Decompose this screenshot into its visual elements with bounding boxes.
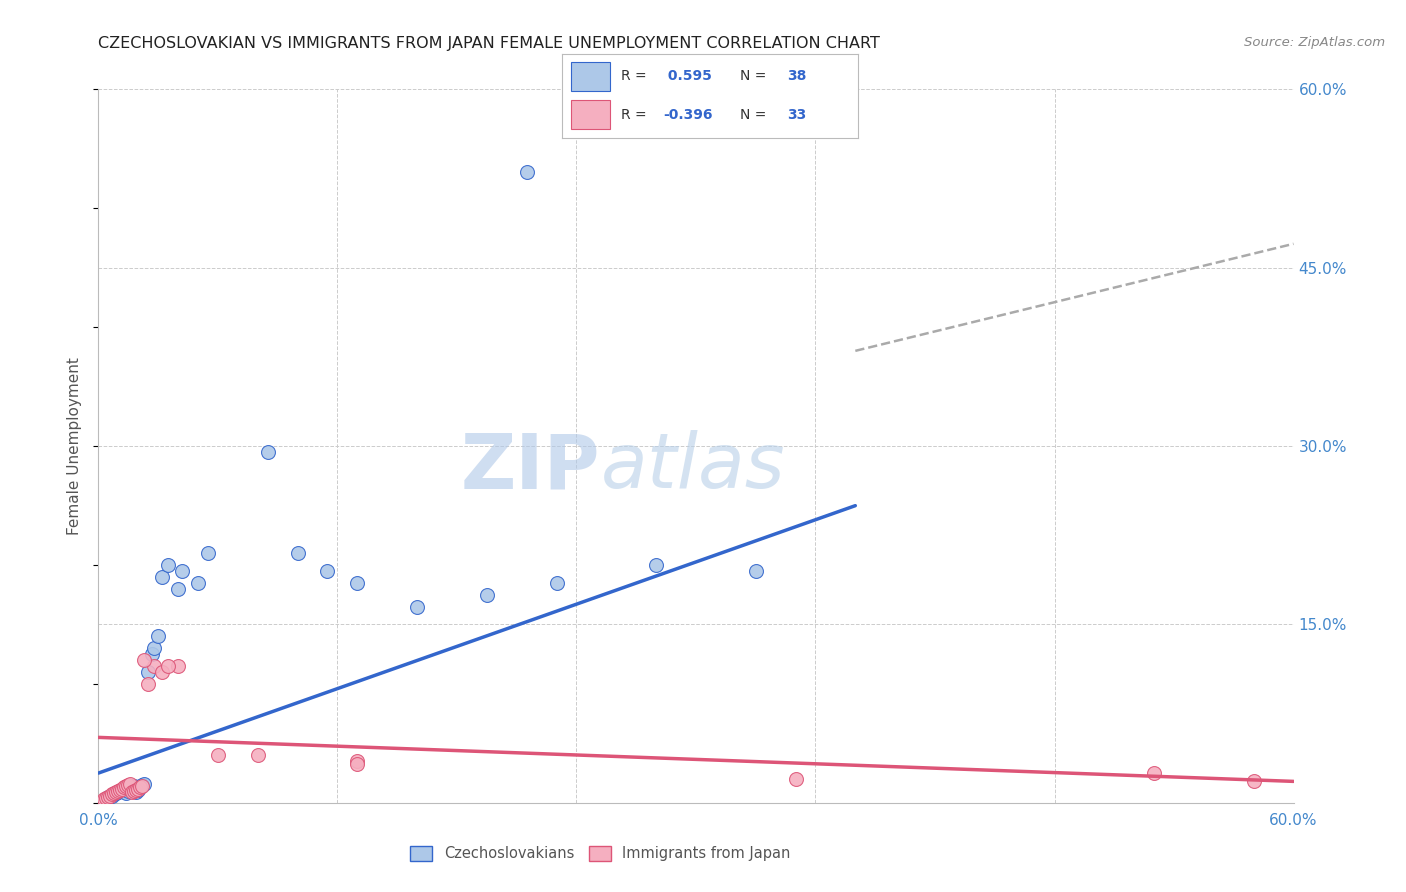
- Point: [516, 165, 538, 179]
- Point: [141, 647, 163, 661]
- Point: [136, 665, 159, 679]
- Point: [93, 792, 115, 806]
- Point: [346, 756, 368, 771]
- Text: ZIP: ZIP: [461, 431, 600, 504]
- Point: [121, 785, 143, 799]
- Point: [256, 445, 278, 459]
- Point: [134, 653, 156, 667]
- Text: -0.396: -0.396: [662, 108, 713, 121]
- Point: [101, 788, 124, 802]
- Point: [124, 779, 146, 793]
- Point: [406, 599, 429, 614]
- Point: [127, 781, 149, 796]
- Point: [143, 659, 166, 673]
- Point: [346, 754, 368, 768]
- Point: [148, 629, 170, 643]
- Point: [103, 788, 125, 802]
- Point: [112, 781, 135, 796]
- Point: [120, 781, 142, 796]
- Text: Source: ZipAtlas.com: Source: ZipAtlas.com: [1244, 36, 1385, 49]
- Point: [110, 784, 132, 798]
- Point: [107, 785, 129, 799]
- Point: [120, 777, 142, 791]
- Point: [207, 748, 229, 763]
- Point: [121, 780, 143, 795]
- Point: [105, 786, 128, 800]
- Text: R =: R =: [621, 108, 651, 121]
- Point: [111, 782, 134, 797]
- Point: [117, 778, 139, 792]
- Point: [125, 785, 148, 799]
- Point: [131, 779, 153, 793]
- Point: [105, 785, 128, 799]
- Point: [475, 588, 498, 602]
- Text: atlas: atlas: [600, 431, 785, 504]
- Legend: Czechoslovakians, Immigrants from Japan: Czechoslovakians, Immigrants from Japan: [405, 839, 796, 867]
- Point: [167, 659, 190, 673]
- Point: [167, 582, 190, 596]
- Point: [143, 641, 166, 656]
- Point: [150, 570, 173, 584]
- Point: [136, 677, 159, 691]
- Point: [287, 546, 309, 560]
- Point: [125, 782, 148, 797]
- Text: N =: N =: [740, 70, 770, 83]
- Point: [96, 791, 118, 805]
- Y-axis label: Female Unemployment: Female Unemployment: [67, 357, 83, 535]
- Point: [127, 782, 149, 797]
- Point: [115, 779, 138, 793]
- Text: CZECHOSLOVAKIAN VS IMMIGRANTS FROM JAPAN FEMALE UNEMPLOYMENT CORRELATION CHART: CZECHOSLOVAKIAN VS IMMIGRANTS FROM JAPAN…: [98, 36, 880, 51]
- Point: [129, 780, 152, 795]
- Point: [103, 786, 125, 800]
- Point: [112, 780, 135, 795]
- Point: [187, 575, 209, 590]
- Point: [785, 772, 807, 786]
- Point: [115, 786, 138, 800]
- Point: [346, 575, 368, 590]
- Point: [1243, 774, 1265, 789]
- Point: [97, 789, 120, 804]
- Point: [100, 789, 122, 803]
- Point: [134, 777, 156, 791]
- Point: [124, 784, 146, 798]
- Point: [172, 564, 194, 578]
- FancyBboxPatch shape: [571, 62, 610, 91]
- Point: [111, 781, 134, 796]
- Point: [645, 558, 668, 572]
- FancyBboxPatch shape: [571, 100, 610, 129]
- Text: 0.595: 0.595: [662, 70, 711, 83]
- Point: [107, 784, 129, 798]
- Point: [97, 789, 120, 804]
- Point: [157, 558, 180, 572]
- Point: [316, 564, 339, 578]
- Text: 33: 33: [787, 108, 806, 121]
- Point: [246, 748, 269, 763]
- Point: [129, 780, 152, 795]
- Text: N =: N =: [740, 108, 770, 121]
- Text: R =: R =: [621, 70, 651, 83]
- Point: [101, 789, 124, 803]
- Point: [150, 665, 173, 679]
- Point: [1143, 766, 1166, 780]
- Point: [197, 546, 219, 560]
- Point: [745, 564, 768, 578]
- Point: [117, 784, 139, 798]
- Point: [157, 659, 180, 673]
- Point: [131, 778, 153, 792]
- Text: 38: 38: [787, 70, 806, 83]
- Point: [110, 782, 132, 797]
- Point: [546, 575, 568, 590]
